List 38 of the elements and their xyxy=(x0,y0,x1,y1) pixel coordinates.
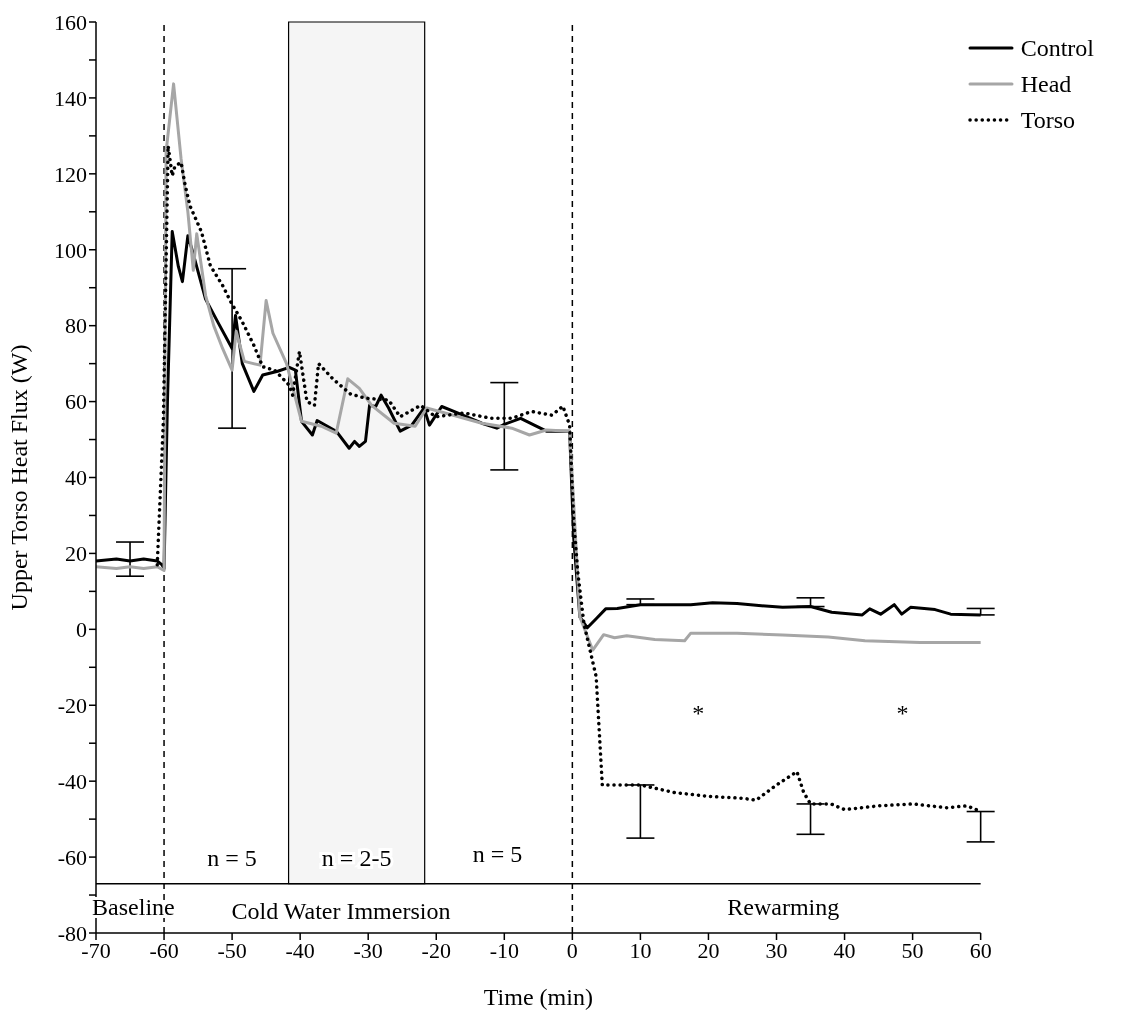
x-axis-title: Time (min) xyxy=(483,984,593,1010)
x-tick-label: -10 xyxy=(489,937,519,963)
y-axis-title: Upper Torso Heat Flux (W) xyxy=(5,344,32,611)
y-tick-label: -80 xyxy=(57,920,87,946)
annotation: n = 5 xyxy=(472,840,523,867)
annotation: n = 5 xyxy=(207,844,257,871)
y-tick-label: 60 xyxy=(65,389,87,415)
x-tick-label: -40 xyxy=(285,937,315,963)
x-tick-label: 10 xyxy=(629,937,652,963)
y-tick-label: -40 xyxy=(57,768,87,794)
x-tick-label: -20 xyxy=(421,937,451,963)
legend-label: Torso xyxy=(1020,106,1075,135)
x-tick-label: 0 xyxy=(566,937,578,963)
y-tick-label: 160 xyxy=(54,9,87,35)
x-tick-label: 60 xyxy=(969,937,992,963)
y-tick-label: 0 xyxy=(76,617,87,643)
y-tick-label: 40 xyxy=(65,465,87,491)
y-tick-label: 100 xyxy=(54,237,87,263)
x-tick-label: -30 xyxy=(353,937,383,963)
x-tick-label: -60 xyxy=(149,937,179,963)
legend-label: Head xyxy=(1020,70,1072,99)
annotation: * xyxy=(692,700,705,727)
y-tick-label: 20 xyxy=(65,541,87,567)
y-tick-label: 120 xyxy=(54,161,87,187)
x-tick-label: 20 xyxy=(697,937,720,963)
annotation: n = 2-5 xyxy=(321,844,392,871)
annotation: * xyxy=(896,700,909,727)
y-tick-label: -60 xyxy=(57,844,87,870)
y-tick-label: -20 xyxy=(57,693,87,719)
x-tick-label: -50 xyxy=(217,937,247,963)
x-tick-label: 30 xyxy=(765,937,788,963)
x-tick-label: 50 xyxy=(901,937,924,963)
annotation: Rewarming xyxy=(727,893,840,920)
x-tick-label: 40 xyxy=(833,937,856,963)
annotation: Cold Water Immersion xyxy=(231,897,451,924)
y-tick-label: 80 xyxy=(65,313,87,339)
legend-label: Control xyxy=(1020,34,1094,63)
y-tick-label: 140 xyxy=(54,85,87,111)
